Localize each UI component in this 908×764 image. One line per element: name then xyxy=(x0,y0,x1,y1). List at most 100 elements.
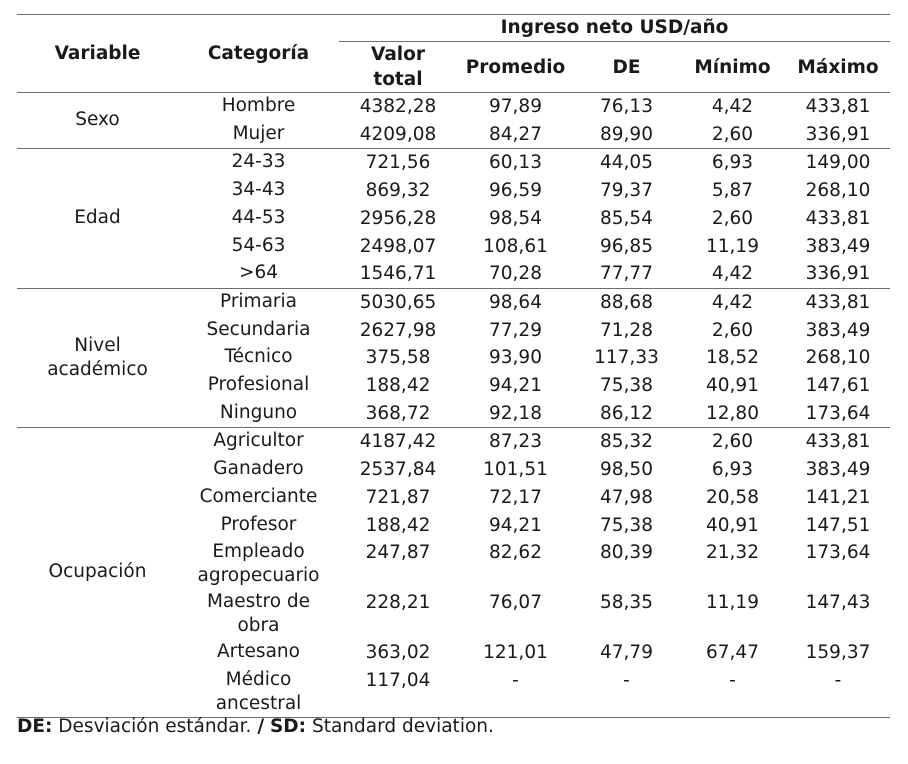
value-cell: 47,98 xyxy=(600,486,653,508)
value-cell: 98,50 xyxy=(600,459,653,481)
value-cell: 40,91 xyxy=(706,514,759,536)
value-cell: 247,87 xyxy=(365,542,431,564)
category-cell: Agricultor xyxy=(213,430,304,452)
value-cell: 383,49 xyxy=(805,319,871,341)
value-cell: 4,42 xyxy=(711,96,754,117)
value-cell: 336,91 xyxy=(786,260,891,289)
value-cell: 97,89 xyxy=(489,96,542,117)
category-cell: 44-53 xyxy=(231,206,286,228)
table-row: Mujer 4209,08 84,27 89,90 2,60 336,91 xyxy=(17,120,891,150)
value-cell: 98,64 xyxy=(489,291,542,313)
table-row: Secundaria 2627,98 77,29 71,28 2,60 383,49 xyxy=(17,317,890,345)
value-cell: 117,33 xyxy=(594,347,659,369)
value-cell: 77,29 xyxy=(489,319,542,341)
value-cell: 101,51 xyxy=(483,459,548,481)
value-cell: 70,28 xyxy=(457,260,574,289)
value-cell: - xyxy=(457,666,574,718)
value-cell: 6,93 xyxy=(711,152,754,174)
value-cell: 4,42 xyxy=(679,260,786,289)
value-cell: 20,58 xyxy=(706,486,759,508)
table-row: Maestro de obra 228,21 76,07 58,35 11,19 147,… xyxy=(17,589,890,639)
value-cell: 85,54 xyxy=(600,207,653,229)
value-cell: 92,18 xyxy=(457,399,574,429)
value-cell: 336,91 xyxy=(786,120,891,150)
value-cell: 84,27 xyxy=(457,120,574,150)
category-cell: Empleado agropecuario xyxy=(197,541,320,587)
table-row: Ocupación Agricultor 4187,42 87,23 85,32 2,60… xyxy=(17,427,890,718)
value-cell: - xyxy=(574,666,679,718)
value-cell: 363,02 xyxy=(365,642,431,664)
value-cell: 159,37 xyxy=(805,642,871,664)
value-cell: 89,90 xyxy=(574,120,679,150)
value-cell: 375,58 xyxy=(365,347,431,369)
value-cell: 2,60 xyxy=(711,207,754,229)
header-de: DE xyxy=(574,41,679,93)
footnote-separator: / xyxy=(257,716,265,737)
value-cell: 147,51 xyxy=(805,514,871,536)
table-row: 34-43 869,32 96,59 79,37 5,87 268,10 xyxy=(17,177,890,205)
value-cell: 96,85 xyxy=(600,235,653,257)
variable-cell: Edad xyxy=(17,148,178,289)
category-cell: Primaria xyxy=(219,290,298,312)
value-cell: 368,72 xyxy=(339,399,457,429)
header-ingreso-neto: Ingreso neto USD/año xyxy=(339,14,891,42)
value-cell: - xyxy=(786,666,891,718)
table-row: Nivel académico Primaria 5030,65 98,64 88,68… xyxy=(17,288,890,429)
value-cell: 60,13 xyxy=(489,152,542,174)
value-cell: 268,10 xyxy=(805,180,871,202)
value-cell: 173,64 xyxy=(805,542,871,564)
category-cell: Técnico xyxy=(224,346,293,368)
value-cell: 141,21 xyxy=(805,486,871,508)
value-cell: 117,04 xyxy=(339,666,457,718)
value-cell: 433,81 xyxy=(805,431,871,453)
value-cell: 85,32 xyxy=(600,431,653,453)
value-cell: 268,10 xyxy=(805,347,871,369)
table-row: Sexo Hombre 4382,28 97,89 76,13 4,42 433,81 xyxy=(17,92,890,150)
value-cell: 47,79 xyxy=(600,642,653,664)
variable-cell: Ocupación xyxy=(17,427,178,718)
table-row: 54-63 2498,07 108,61 96,85 11,19 383,49 xyxy=(17,233,890,261)
table-row: Técnico 375,58 93,90 117,33 18,52 268,10 xyxy=(17,344,890,372)
value-cell: 188,42 xyxy=(365,514,431,536)
value-cell: 4,42 xyxy=(711,291,754,313)
table-row: 44-53 2956,28 98,54 85,54 2,60 433,81 xyxy=(17,205,890,233)
category-cell: Comerciante xyxy=(199,485,318,507)
value-cell: 4209,08 xyxy=(339,120,457,150)
value-cell: 82,62 xyxy=(489,542,542,564)
header-minimo: Mínimo xyxy=(679,41,786,93)
category-cell: 54-63 xyxy=(231,234,286,256)
value-cell: 121,01 xyxy=(483,642,548,664)
value-cell: 383,49 xyxy=(805,235,871,257)
value-cell: 12,80 xyxy=(679,399,786,429)
table-row: Profesional 188,42 94,21 75,38 40,91 147,61 xyxy=(17,372,890,400)
value-cell: 67,47 xyxy=(706,642,759,664)
value-cell: 721,56 xyxy=(365,152,431,174)
value-cell: 76,13 xyxy=(600,96,653,117)
value-cell: 40,91 xyxy=(706,375,759,397)
value-cell: 96,59 xyxy=(489,180,542,202)
value-cell: 76,07 xyxy=(489,592,542,614)
category-cell: Profesor xyxy=(220,513,297,535)
value-cell: 433,81 xyxy=(805,291,871,313)
value-cell: 2498,07 xyxy=(359,235,437,257)
category-cell: Maestro de obra xyxy=(206,591,311,637)
category-cell: Ganadero xyxy=(213,458,304,480)
header-promedio: Promedio xyxy=(457,41,574,93)
value-cell: 6,93 xyxy=(711,459,754,481)
value-cell: 5030,65 xyxy=(359,291,437,313)
value-cell: 98,54 xyxy=(489,207,542,229)
value-cell: 188,42 xyxy=(365,375,431,397)
table-row: Edad 24-33 721,56 60,13 44,05 6,93 149,00 xyxy=(17,148,890,289)
category-cell: Secundaria xyxy=(206,318,311,340)
value-cell: 4382,28 xyxy=(359,96,437,117)
value-cell: 71,28 xyxy=(600,319,653,341)
value-cell: 94,21 xyxy=(489,514,542,536)
value-cell: 2627,98 xyxy=(359,319,437,341)
header-maximo: Máximo xyxy=(786,41,891,93)
value-cell: 721,87 xyxy=(365,486,431,508)
table-row: Ganadero 2537,84 101,51 98,50 6,93 383,49 xyxy=(17,456,890,484)
value-cell: 75,38 xyxy=(600,514,653,536)
value-cell: 2,60 xyxy=(679,120,786,150)
variable-cell: Nivel académico xyxy=(17,288,178,429)
footnote-sd-abbr: SD: xyxy=(269,716,307,737)
